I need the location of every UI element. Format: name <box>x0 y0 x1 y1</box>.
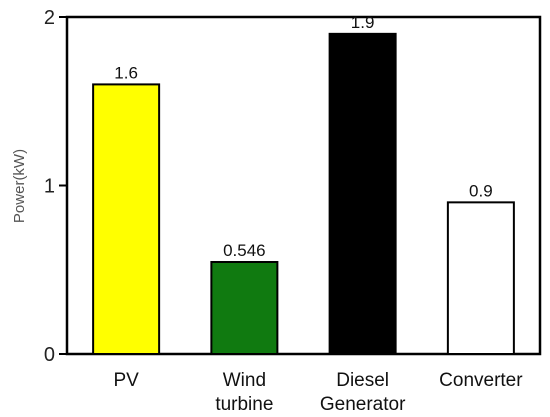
y-axis: 0 1 2 <box>44 7 67 366</box>
x-category-label-line: Converter <box>439 370 523 391</box>
y-tick-label: 0 <box>44 344 55 366</box>
x-category-label-line: PV <box>113 370 139 391</box>
x-category-label-line: Generator <box>320 394 406 415</box>
y-axis-title: Power(kW) <box>11 149 28 223</box>
bars: 1.6 0.546 1.9 0.9 <box>92 13 515 356</box>
bar-value-label: 0.546 <box>223 241 266 260</box>
bar-value-label: 1.9 <box>351 13 375 32</box>
y-tick-label: 2 <box>44 7 55 29</box>
x-category-label-line: Wind <box>223 370 266 391</box>
bar-value-label: 0.9 <box>469 181 493 200</box>
x-category-label: Wind turbine <box>215 370 273 415</box>
x-category-label: PV <box>113 370 139 391</box>
x-category-label-line: Diesel <box>336 370 389 391</box>
x-axis: PV Wind turbine Diesel Generator Converter <box>113 370 523 415</box>
bar <box>446 201 515 355</box>
bar <box>328 32 397 355</box>
bar <box>210 260 279 355</box>
x-category-label: Diesel Generator <box>320 370 406 415</box>
y-tick-label: 1 <box>44 176 55 198</box>
x-category-label: Converter <box>439 370 523 391</box>
bar-value-label: 1.6 <box>114 63 138 82</box>
bar <box>92 83 161 356</box>
x-category-label-line: turbine <box>215 394 273 415</box>
